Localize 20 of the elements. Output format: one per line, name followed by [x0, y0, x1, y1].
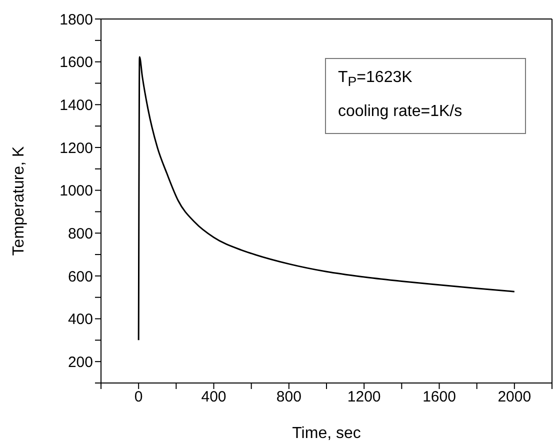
y-axis-title: Temperature, K [10, 146, 28, 256]
y-tick-label: 200 [68, 354, 93, 371]
y-tick-label: 1000 [60, 182, 93, 200]
x-tick-label: 800 [276, 388, 302, 406]
y-tick-label: 1800 [60, 11, 93, 28]
x-tick-label: 2000 [498, 388, 532, 406]
y-tick-label: 600 [68, 268, 93, 286]
x-tick-label: 1200 [347, 388, 381, 406]
y-tick-label: 1600 [60, 54, 93, 72]
line-series [138, 56, 516, 341]
x-tick-label: 400 [201, 388, 226, 406]
annotation: T$_{P}$=1623K [338, 68, 414, 92]
y-tick-label: 1400 [60, 96, 93, 114]
x-tick-label: 0 [134, 388, 143, 406]
y-tick-label: 800 [68, 225, 93, 242]
x-tick-label: 1600 [422, 388, 456, 406]
x-axis-title: Time, sec [292, 425, 361, 442]
annotation: cooling rate=1K/s [338, 102, 464, 122]
y-tick-label: 400 [68, 311, 93, 328]
y-tick-label: 1200 [60, 140, 93, 157]
